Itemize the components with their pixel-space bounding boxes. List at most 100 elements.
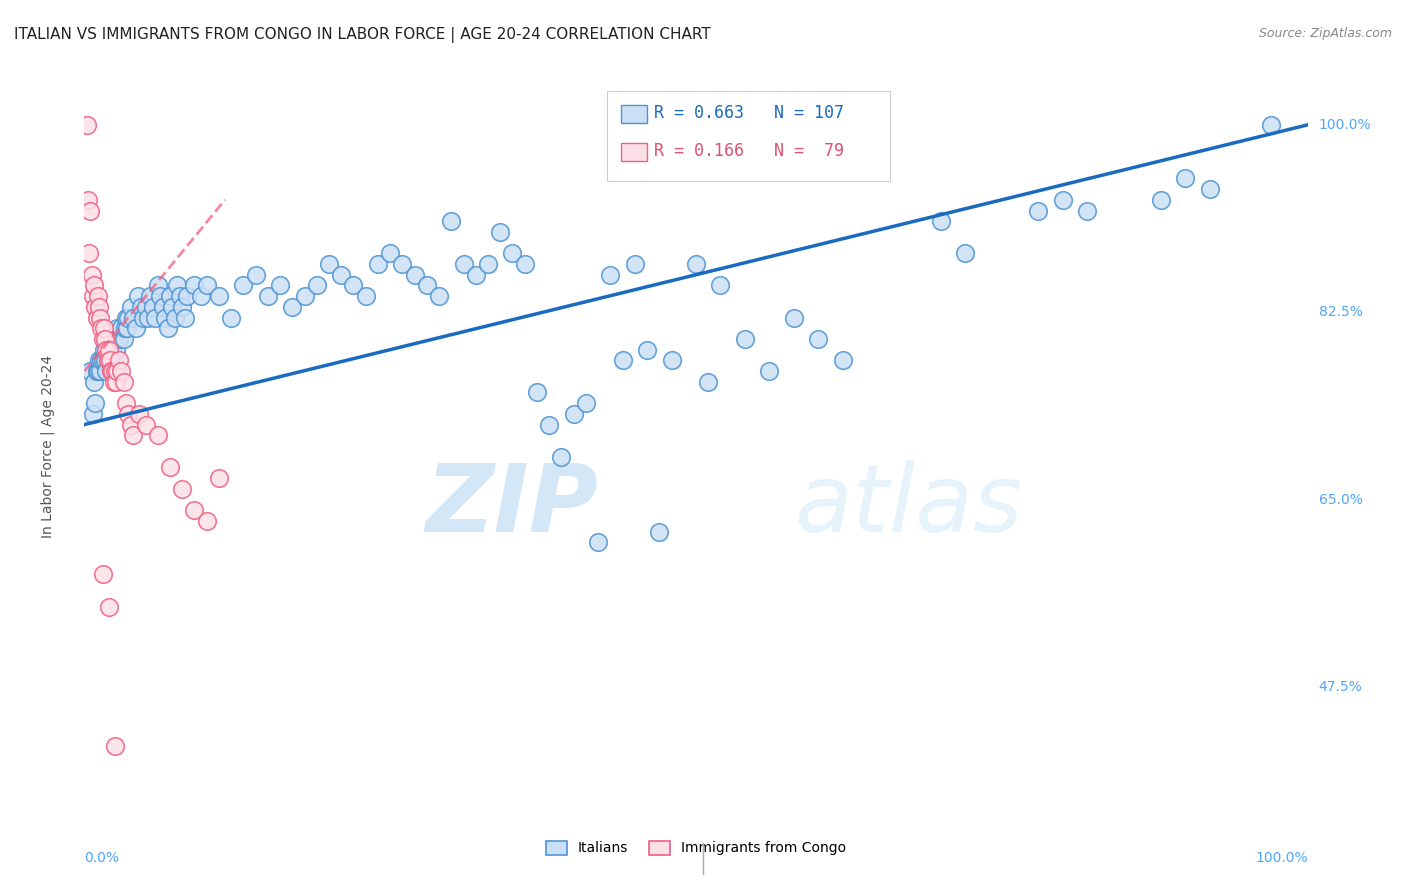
Point	[330, 268, 353, 282]
Point	[612, 353, 634, 368]
Point	[453, 257, 475, 271]
Point	[152, 300, 174, 314]
Point	[502, 246, 524, 260]
Point	[219, 310, 242, 325]
Point	[477, 257, 499, 271]
Point	[195, 514, 218, 528]
Point	[599, 268, 621, 282]
Point	[404, 268, 426, 282]
Point	[1028, 203, 1050, 218]
Point	[135, 417, 157, 432]
Point	[367, 257, 389, 271]
Point	[100, 364, 122, 378]
Point	[93, 321, 115, 335]
Point	[128, 407, 150, 421]
Point	[166, 278, 188, 293]
Point	[562, 407, 585, 421]
Point	[526, 385, 548, 400]
Point	[90, 321, 112, 335]
Point	[105, 321, 128, 335]
Point	[117, 407, 139, 421]
Point	[104, 332, 127, 346]
Point	[464, 268, 486, 282]
Text: 100.0%: 100.0%	[1319, 118, 1371, 132]
Point	[98, 353, 121, 368]
Point	[93, 343, 115, 357]
Point	[513, 257, 536, 271]
Point	[107, 332, 129, 346]
Point	[1052, 193, 1074, 207]
Point	[550, 450, 572, 464]
Point	[76, 118, 98, 132]
Point	[79, 203, 101, 218]
Point	[149, 289, 172, 303]
Point	[305, 278, 328, 293]
Point	[83, 375, 105, 389]
Point	[129, 300, 152, 314]
Point	[783, 310, 806, 325]
Point	[416, 278, 439, 293]
Point	[96, 364, 118, 378]
Point	[79, 364, 101, 378]
Text: ITALIAN VS IMMIGRANTS FROM CONGO IN LABOR FORCE | AGE 20-24 CORRELATION CHART: ITALIAN VS IMMIGRANTS FROM CONGO IN LABO…	[14, 27, 711, 43]
Point	[90, 353, 112, 368]
Point	[153, 310, 176, 325]
Point	[136, 310, 159, 325]
Point	[100, 332, 122, 346]
Point	[208, 289, 231, 303]
Point	[538, 417, 561, 432]
Point	[172, 300, 194, 314]
Point	[281, 300, 304, 314]
Point	[758, 364, 780, 378]
Text: 0.0%: 0.0%	[84, 851, 120, 865]
Point	[132, 310, 155, 325]
Point	[84, 396, 107, 410]
Point	[97, 353, 120, 368]
Point	[110, 364, 132, 378]
Point	[807, 332, 830, 346]
Point	[183, 503, 205, 517]
Point	[173, 310, 195, 325]
Point	[77, 246, 100, 260]
Point	[114, 321, 136, 335]
Point	[380, 246, 402, 260]
Point	[87, 300, 110, 314]
Point	[94, 332, 117, 346]
Point	[96, 343, 118, 357]
Text: atlas: atlas	[794, 460, 1022, 551]
Point	[135, 300, 157, 314]
Point	[115, 310, 138, 325]
Point	[103, 375, 125, 389]
Point	[83, 278, 105, 293]
Point	[734, 332, 756, 346]
Point	[1076, 203, 1098, 218]
Point	[77, 193, 100, 207]
Point	[86, 364, 108, 378]
Point	[427, 289, 450, 303]
Point	[146, 428, 169, 442]
Point	[105, 375, 128, 389]
Point	[257, 289, 280, 303]
Point	[636, 343, 658, 357]
Point	[831, 353, 853, 368]
Text: 100.0%: 100.0%	[1256, 851, 1308, 865]
Point	[103, 353, 125, 368]
Point	[112, 375, 135, 389]
Point	[97, 599, 120, 614]
Point	[929, 214, 952, 228]
Point	[107, 353, 129, 368]
Point	[143, 310, 166, 325]
Point	[294, 289, 316, 303]
Point	[127, 289, 149, 303]
Text: R = 0.663   N = 107: R = 0.663 N = 107	[654, 104, 844, 122]
Point	[162, 300, 184, 314]
Point	[318, 257, 340, 271]
Point	[697, 375, 720, 389]
Point	[115, 396, 138, 410]
Point	[125, 321, 148, 335]
Point	[172, 482, 194, 496]
Point	[122, 310, 145, 325]
Point	[82, 289, 104, 303]
Point	[112, 332, 135, 346]
Point	[159, 289, 181, 303]
